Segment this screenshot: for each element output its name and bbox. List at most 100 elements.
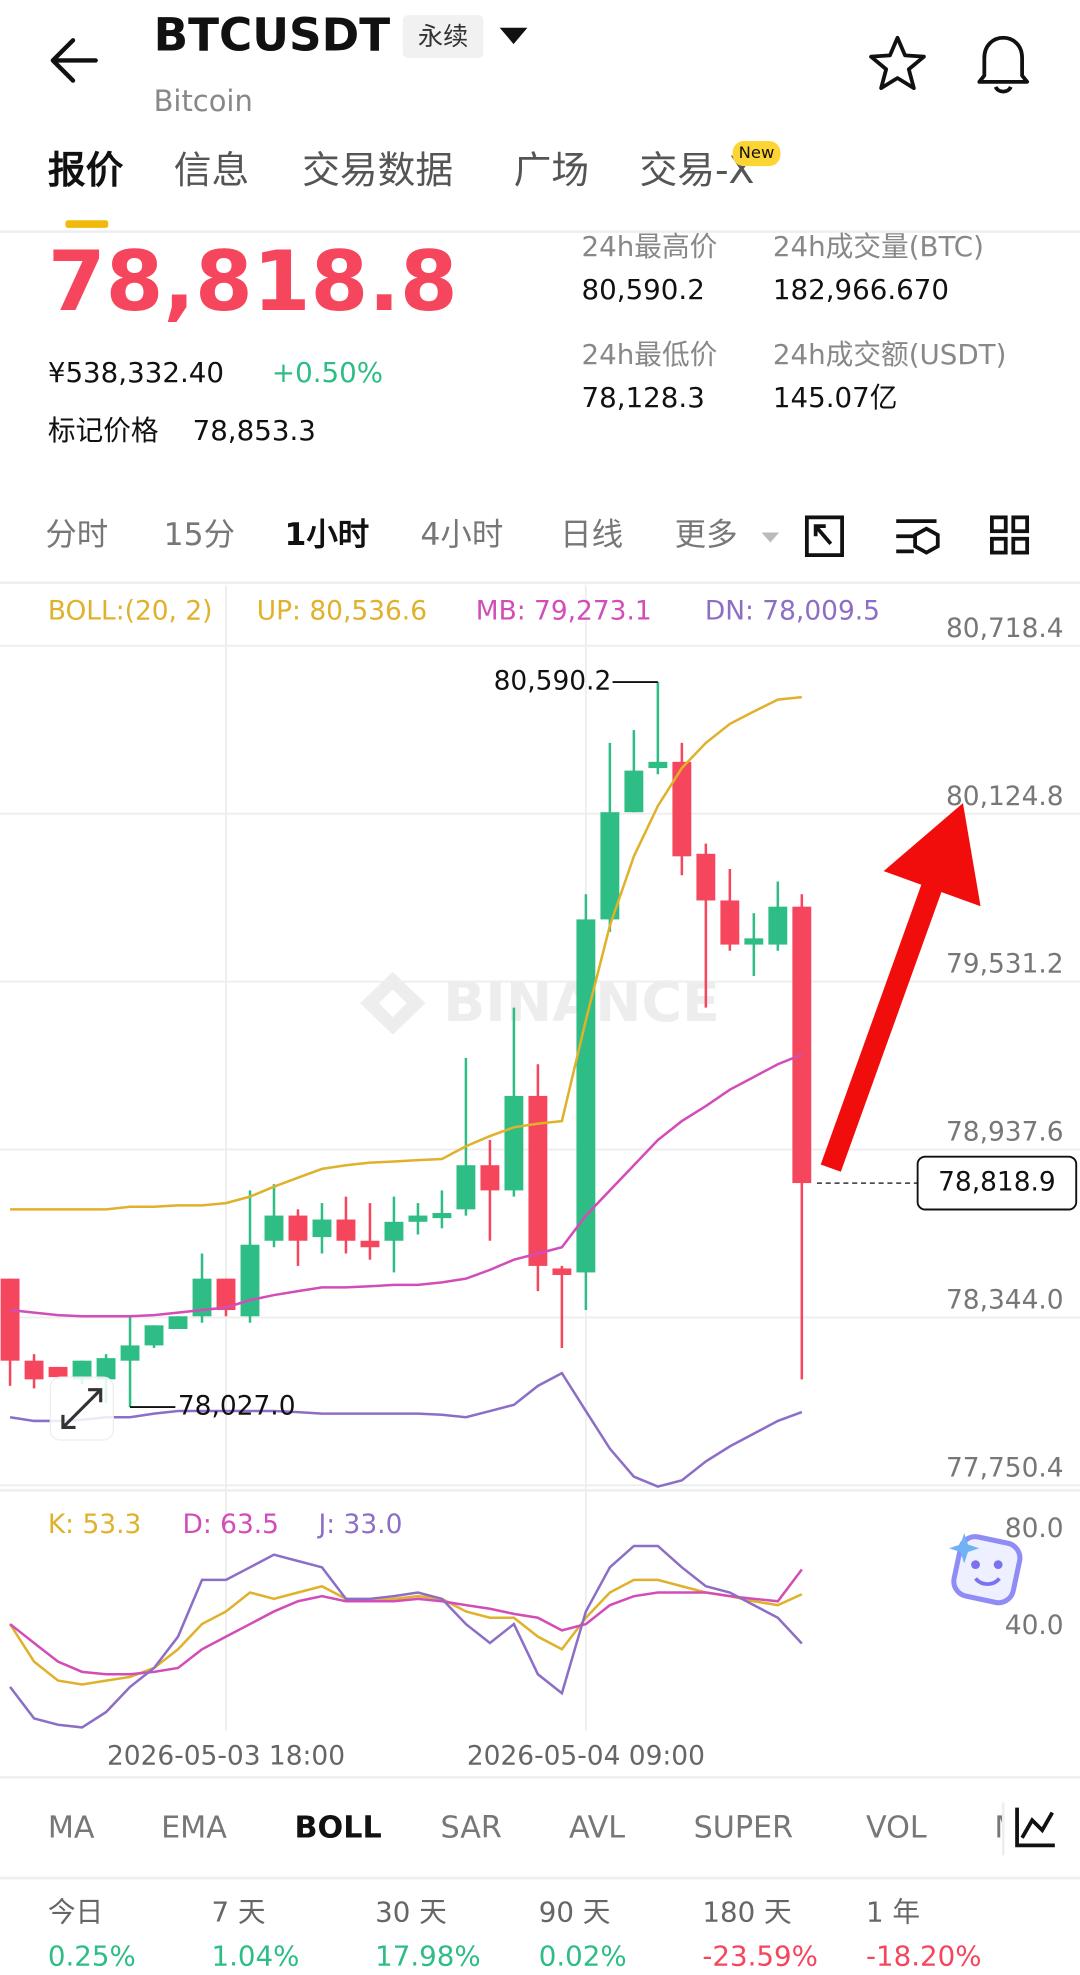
- return-value: -23.59%: [702, 1939, 818, 1972]
- chart-area: 2026-05-03 18:00 2026-05-04 09:00 80,718.4…: [0, 585, 1080, 1772]
- stat-value: 80,590.2: [582, 273, 705, 306]
- symbol-dropdown[interactable]: [499, 27, 528, 45]
- indicator-tab[interactable]: AVL: [569, 1810, 625, 1845]
- interval[interactable]: 更多: [675, 517, 738, 553]
- candle-body: [432, 1213, 452, 1219]
- more-dropdown[interactable]: [761, 532, 780, 543]
- candle-body: [552, 1268, 572, 1275]
- layout-button[interactable]: [990, 515, 1030, 555]
- indicator-tab[interactable]: SAR: [441, 1810, 502, 1845]
- contract-tag: 永续: [418, 22, 468, 51]
- candle-body: [720, 900, 740, 945]
- candle-body: [192, 1278, 212, 1317]
- last-price-box: [916, 1155, 1078, 1211]
- favorite-button[interactable]: [869, 35, 926, 91]
- indicator-line: [10, 695, 802, 1211]
- y-tick-label: 40.0: [1005, 1610, 1064, 1641]
- candle-body: [312, 1219, 332, 1238]
- indicator-tab[interactable]: MA: [48, 1810, 95, 1845]
- badge-bg: [732, 140, 781, 167]
- indicator-tab[interactable]: BOLL: [295, 1810, 382, 1845]
- mark-price: 78,853.3: [193, 414, 316, 447]
- indicator-settings-button[interactable]: [1015, 1807, 1055, 1848]
- return-value: 0.25%: [48, 1939, 136, 1972]
- fullscreen-button[interactable]: [49, 1376, 114, 1441]
- y-tick-label: 78,344.0: [946, 1285, 1064, 1316]
- stat-label: 24h成交额(USDT): [773, 338, 1007, 371]
- assistant-button[interactable]: [949, 1533, 1023, 1606]
- candle-body: [264, 1215, 284, 1241]
- candle-body: [96, 1358, 116, 1380]
- high-label: 80,590.2: [494, 666, 612, 697]
- return-value: 0.02%: [539, 1939, 627, 1972]
- draw-tool-button[interactable]: [804, 515, 844, 558]
- contract-tag-bg: [402, 15, 484, 58]
- return-period: 180 天: [702, 1895, 791, 1928]
- stat-value: 78,128.3: [582, 381, 705, 414]
- legend-entry: MB: 79,273.1: [476, 595, 652, 626]
- return-period: 今日: [48, 1895, 103, 1928]
- stat-value: 182,966.670: [773, 273, 949, 306]
- low-label: 78,027.0: [178, 1391, 296, 1422]
- back-button[interactable]: [50, 38, 98, 83]
- icon-lines: [896, 519, 937, 554]
- candle-body: [744, 938, 764, 945]
- tab[interactable]: 报价: [48, 148, 124, 192]
- legend-entry: DN: 78,009.5: [705, 595, 880, 626]
- y-tick-label: 80,124.8: [946, 781, 1064, 812]
- active-tab-indicator: [65, 220, 109, 228]
- stat-value: 145.07亿: [773, 381, 898, 414]
- indicator-line: [9, 1544, 803, 1729]
- arrow-shaft: [820, 877, 945, 1172]
- return-period: 30 天: [375, 1895, 447, 1928]
- indicator-tab[interactable]: SUPER: [694, 1810, 794, 1845]
- icon-arrow: [813, 524, 833, 546]
- legend-entry: D: 63.5: [183, 1509, 279, 1540]
- arrow-head: [883, 803, 981, 907]
- candle-body: [240, 1244, 260, 1317]
- indicator-line: [9, 1371, 803, 1488]
- x-tick-label: 2026-05-03 18:00: [107, 1741, 345, 1772]
- interval-bar: 分时 15分 1小时 4小时 日线 更多: [45, 517, 737, 553]
- y-tick-label: 80.0: [1005, 1513, 1064, 1544]
- stat-label: 24h成交量(BTC): [773, 230, 984, 263]
- expand-icon: [61, 1388, 103, 1430]
- return-value: 17.98%: [375, 1939, 481, 1972]
- icon-cell: [990, 536, 1008, 555]
- return-value: -18.20%: [866, 1939, 982, 1972]
- interval[interactable]: 15分: [164, 517, 235, 553]
- candle-body: [672, 761, 692, 857]
- bell-clapper: [993, 85, 1013, 94]
- returns: 今日 0.25% 7 天 1.04% 30 天 17.98% 90 天 0.02% 180 天 -…: [48, 1895, 982, 1972]
- badge: New: [739, 143, 775, 162]
- candle-body: [336, 1219, 356, 1241]
- bot-eye: [993, 1560, 1003, 1570]
- stats: 24h最高价 80,590.2 24h成交量(BTC) 182,966.670 24h最…: [582, 230, 1007, 414]
- mark-price-label: 标记价格: [48, 414, 159, 447]
- interval[interactable]: 分时: [45, 517, 108, 553]
- legend-entry: J: 33.0: [316, 1509, 402, 1540]
- y-tick-label: 80,718.4: [946, 613, 1064, 644]
- chart-settings-button[interactable]: [896, 519, 940, 555]
- indicator-line: [9, 1053, 803, 1318]
- last-price-label: 78,818.9: [938, 1167, 1056, 1198]
- stat-label: 24h最高价: [582, 230, 718, 263]
- watermark-logo: [360, 971, 426, 1035]
- indicator-tab[interactable]: EMA: [161, 1810, 227, 1845]
- return-value: 1.04%: [211, 1939, 299, 1972]
- tab[interactable]: 广场: [514, 148, 590, 192]
- x-tick-label: 2026-05-04 09:00: [467, 1741, 705, 1772]
- tab[interactable]: 信息: [174, 148, 250, 192]
- indicator-tab[interactable]: VOL: [866, 1810, 927, 1845]
- sparkle: [949, 1533, 980, 1564]
- price-change: +0.50%: [272, 356, 383, 389]
- alert-button[interactable]: [977, 35, 1030, 94]
- candle-body: [72, 1360, 92, 1380]
- interval[interactable]: 1小时: [284, 517, 369, 553]
- interval[interactable]: 4小时: [420, 517, 503, 553]
- interval[interactable]: 日线: [560, 517, 623, 553]
- tab[interactable]: 交易数据: [302, 148, 453, 192]
- candle-body: [456, 1165, 476, 1210]
